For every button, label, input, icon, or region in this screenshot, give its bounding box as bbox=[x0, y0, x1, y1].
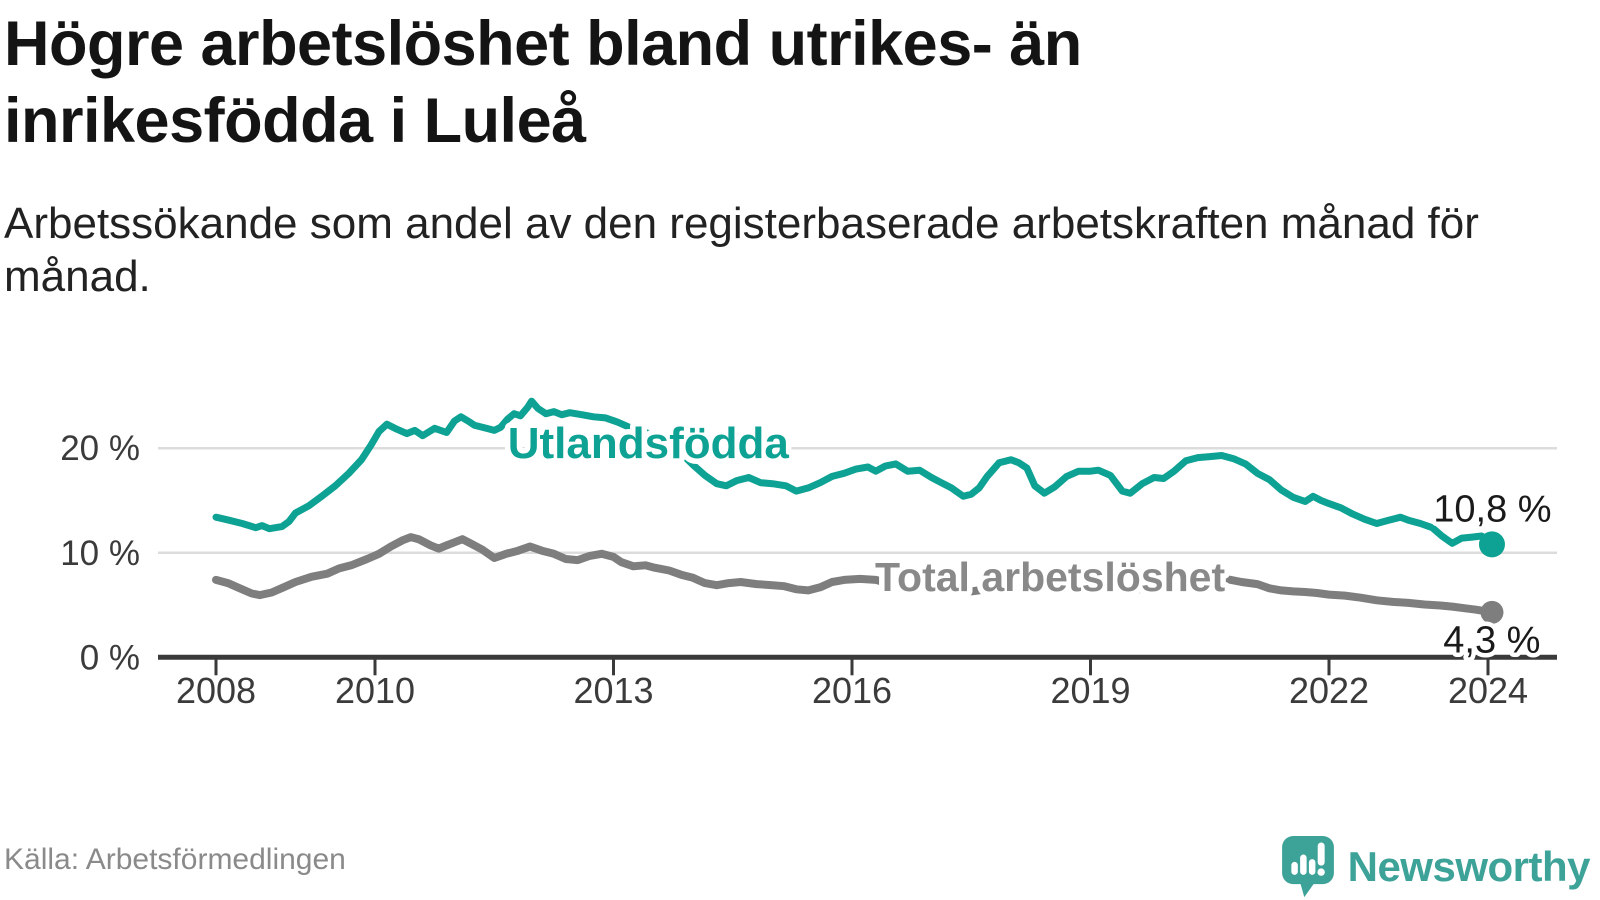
y-tick-label: 0 % bbox=[80, 638, 140, 677]
x-tick-label: 2016 bbox=[812, 670, 892, 711]
series-line-0 bbox=[212, 397, 1496, 548]
x-tick-label: 2022 bbox=[1289, 670, 1369, 711]
page-subtitle: Arbetssökande som andel av den registerb… bbox=[4, 199, 1479, 301]
series-label-1: Total arbetslöshet bbox=[875, 554, 1225, 600]
x-tick-label: 2024 bbox=[1448, 670, 1528, 711]
x-tick-label: 2010 bbox=[335, 670, 415, 711]
brand-name: Newsworthy bbox=[1347, 843, 1591, 890]
x-tick-label: 2013 bbox=[573, 670, 653, 711]
source-note: Källa: Arbetsförmedlingen bbox=[4, 843, 346, 876]
newsworthy-logo: Newsworthy bbox=[1281, 836, 1591, 898]
newsworthy-speech-bubble-chart-icon bbox=[1281, 836, 1334, 898]
series-end-dot-1 bbox=[1480, 600, 1504, 624]
series-end-label-0: 10,8 % bbox=[1433, 488, 1551, 530]
series-line-1 bbox=[212, 533, 1496, 617]
y-tick-label: 20 % bbox=[60, 429, 140, 468]
y-tick-label: 10 % bbox=[60, 534, 140, 573]
series-end-label-1: 4,3 % bbox=[1443, 620, 1540, 662]
x-tick-label: 2008 bbox=[176, 670, 256, 711]
series-label-0: Utlandsfödda bbox=[508, 419, 790, 468]
series-end-dot-0 bbox=[1478, 531, 1505, 558]
page-title: Högre arbetslöshet bland utrikes- än inr… bbox=[4, 9, 1082, 156]
x-tick-label: 2019 bbox=[1050, 670, 1130, 711]
